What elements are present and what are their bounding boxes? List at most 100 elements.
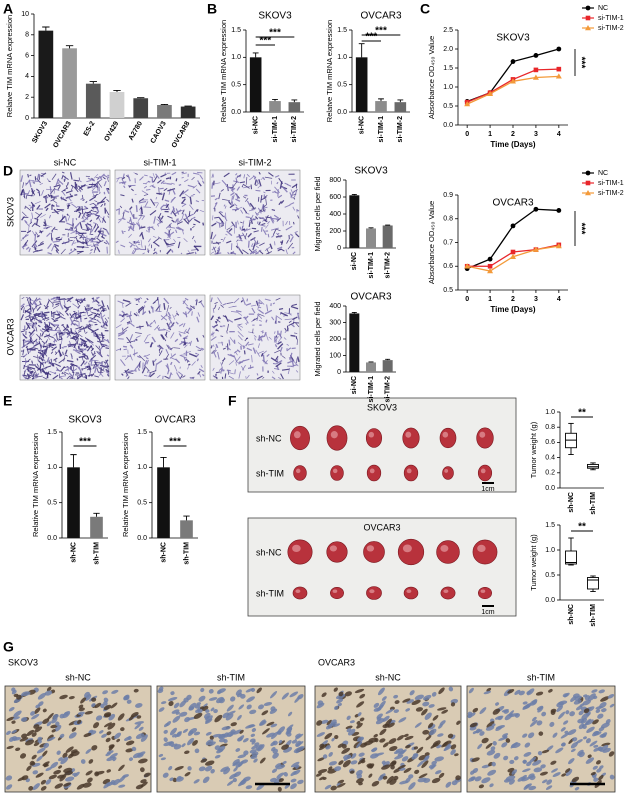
y-tick-label: 1.5: [231, 27, 241, 34]
cell-stroke: [43, 225, 46, 226]
cell-stroke: [42, 362, 45, 363]
cell-stroke: [76, 184, 77, 190]
y-tick-label: 0.0: [443, 122, 453, 129]
cell-stroke: [72, 356, 73, 359]
chart-title: OVCAR3: [492, 198, 534, 209]
tumor: [437, 541, 460, 564]
chart-title: OVCAR3: [350, 292, 392, 303]
significance-label: **: [578, 522, 586, 533]
y-tick-label: 1.0: [47, 464, 57, 471]
cell-stroke: [89, 214, 94, 215]
x-tick-label: si-TIM-1: [378, 116, 385, 143]
cell-stroke: [136, 205, 137, 212]
tumor: [367, 465, 381, 481]
cell-stroke: [219, 223, 220, 227]
x-tick-label: si-TIM-1: [272, 116, 279, 143]
panel-label: D: [3, 163, 13, 179]
cell-stroke: [28, 174, 29, 177]
panel-label: A: [3, 1, 13, 17]
y-tick-label: 0.0: [47, 535, 57, 542]
bar: [133, 98, 148, 118]
legend-marker: [586, 6, 591, 11]
y-tick-label: 1.5: [443, 65, 453, 72]
tumor: [366, 587, 381, 600]
cell-stroke: [249, 241, 250, 248]
legend-label: NC: [598, 170, 608, 177]
bar: [90, 517, 103, 538]
legend-label: si-TIM-2: [598, 25, 624, 32]
cell-stroke: [86, 308, 87, 310]
y-axis-label: Absorbance OD₄₅₀ Value: [427, 36, 436, 119]
data-point: [488, 264, 493, 269]
x-tick-label: si-TIM-2: [385, 376, 392, 403]
cell-stroke: [148, 370, 149, 372]
cell-stroke: [237, 176, 241, 177]
y-tick-label: 1.0: [545, 409, 555, 416]
y-tick-label: 0.5: [545, 572, 555, 579]
y-tick-label: 800: [329, 177, 341, 184]
y-tick-label: 0.5: [443, 287, 453, 294]
cell-stroke: [259, 335, 260, 340]
photo-title: SKOV3: [367, 402, 397, 412]
x-tick-label: 1: [488, 296, 492, 303]
bar: [366, 228, 376, 248]
data-point: [511, 223, 516, 228]
tumor: [477, 428, 494, 448]
x-tick-label: si-NC: [351, 376, 358, 394]
cell-stroke: [106, 366, 109, 367]
cell-stroke: [279, 309, 283, 310]
tumor-highlight: [296, 469, 300, 473]
tumor-highlight: [407, 469, 412, 474]
cell-stroke: [197, 172, 202, 173]
cell-stroke: [166, 184, 171, 185]
cell-stroke: [247, 299, 248, 302]
image-column-label: sh-TIM: [217, 672, 245, 682]
significance-label: ***: [259, 36, 271, 47]
cell-stroke: [84, 300, 86, 301]
x-tick-label: sh-TIM: [183, 542, 190, 565]
y-tick-label: 0.5: [47, 500, 57, 507]
panel-label: F: [228, 393, 237, 409]
tumor-highlight: [369, 589, 374, 593]
cell-stroke: [62, 347, 64, 348]
x-axis-label: Time (Days): [490, 305, 536, 314]
x-tick-label: sh-NC: [568, 492, 575, 513]
data-point: [511, 59, 516, 64]
y-tick-label: 0.5: [231, 82, 241, 89]
bar: [356, 57, 368, 112]
y-axis-label: Migrated cells per field: [313, 176, 322, 251]
bar: [157, 105, 172, 118]
image-group-title: SKOV3: [8, 657, 38, 667]
cell-stroke: [71, 249, 72, 251]
photo-row-label: sh-NC: [256, 547, 282, 557]
cell-stroke: [212, 182, 213, 188]
bar: [250, 57, 262, 112]
box: [588, 578, 599, 590]
x-tick-label: si-TIM-1: [368, 252, 375, 279]
cell-stroke: [44, 312, 49, 313]
cell-stroke: [25, 207, 26, 209]
bar: [269, 101, 281, 112]
cell-stroke: [108, 175, 109, 176]
significance-label: **: [578, 408, 586, 419]
cell-stroke: [31, 188, 32, 190]
y-axis-label: Tumor weight (g): [529, 534, 538, 591]
cell-stroke: [164, 303, 165, 310]
y-axis-label: Relatve TIM mRNA expression: [219, 20, 228, 122]
cell-stroke: [170, 225, 171, 227]
tumor: [441, 587, 455, 599]
y-tick-label: 200: [329, 228, 341, 235]
y-axis-label: Relatve TIM mRNA expression: [5, 15, 14, 117]
x-tick-label: 0: [465, 296, 469, 303]
tumor-highlight: [369, 432, 374, 438]
cell-stroke: [153, 361, 154, 366]
tumor-highlight: [481, 589, 486, 592]
tumor: [327, 542, 348, 563]
error-bar: [161, 104, 168, 105]
bar: [375, 101, 387, 112]
x-tick-label: si-TIM-1: [368, 376, 375, 403]
tumor-highlight: [330, 545, 337, 551]
tumor-highlight: [405, 432, 411, 438]
y-tick-label: 6: [25, 52, 29, 59]
tumor-highlight: [367, 545, 374, 551]
